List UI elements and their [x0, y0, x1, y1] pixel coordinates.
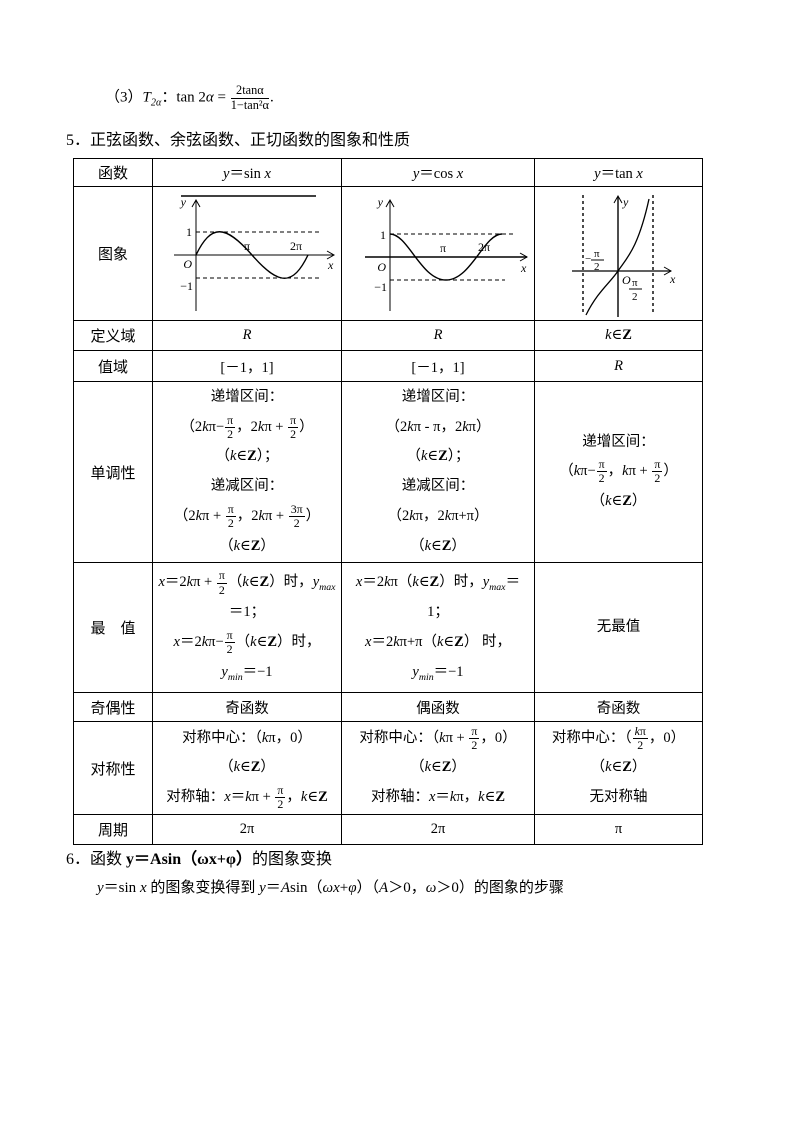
table-row-header: 函数 y＝sin x y＝cos x y＝tan x	[73, 158, 703, 187]
row-label-symmetry: 对称性	[73, 721, 153, 816]
cell-domain-tan: k∈Z	[534, 320, 703, 351]
cell-range-cos: [－1，1]	[341, 350, 535, 382]
row-label-graph: 图象	[73, 186, 153, 321]
row-label-range: 值域	[73, 350, 153, 382]
row-label-period: 周期	[73, 814, 153, 846]
table-row-monotonicity: 单调性 递增区间： （2kπ− π 2 ，2kπ + π 2） （k∈Z）； 递减区间：…	[73, 380, 703, 564]
svg-text:x: x	[520, 261, 527, 275]
table-row-extrema: 最 值 x＝2kπ + π 2 （k∈Z）时，ymax ＝1； x＝2kπ− π 2 （k…	[73, 562, 703, 694]
row-label-extrema: 最 值	[73, 562, 153, 694]
svg-text:2π: 2π	[478, 240, 490, 254]
svg-text:−: −	[585, 253, 591, 265]
cell-extrema-sin: x＝2kπ + π 2 （k∈Z）时，ymax ＝1； x＝2kπ− π 2 （k∈Z）时…	[152, 562, 342, 694]
cell-graph-sin: y 1 O −1 π 2π x	[152, 186, 342, 321]
trig-properties-table: 函数 y＝sin x y＝cos x y＝tan x 图象 y	[73, 158, 703, 846]
svg-text:x: x	[669, 272, 676, 286]
header-function-label: 函数	[73, 158, 153, 187]
svg-text:π: π	[632, 277, 638, 289]
cell-parity-sin: 奇函数	[152, 692, 342, 723]
table-row-parity: 奇偶性 奇函数 偶函数 奇函数	[73, 692, 703, 723]
header-tan: y＝tan x	[534, 158, 703, 187]
cell-symmetry-tan: 对称中心：（ kπ 2 ，0） （k∈Z） 无对称轴	[534, 721, 703, 816]
section-6-subtext: y＝sin x 的图象变换得到 y＝Asin（ωx+φ）（A＞0，ω＞0）的图象…	[97, 880, 564, 896]
row-label-domain: 定义域	[73, 320, 153, 351]
svg-text:2: 2	[594, 261, 600, 273]
formula-tan-double-angle: （3）T2α：tan 2α = 2tanα 1−tan²α.	[105, 83, 274, 112]
cell-graph-tan: y − π 2 O π 2 x	[534, 186, 703, 321]
svg-text:y: y	[377, 195, 384, 209]
cell-graph-cos: y 1 π 2π O −1 x	[341, 186, 535, 321]
cell-symmetry-sin: 对称中心：（kπ，0） （k∈Z） 对称轴：x＝kπ + π 2 ，k∈Z	[152, 721, 342, 816]
table-row-range: 值域 [－1，1] [－1，1] R	[73, 350, 703, 382]
cell-parity-cos: 偶函数	[341, 692, 535, 723]
cell-range-tan: R	[534, 350, 703, 382]
svg-text:−1: −1	[180, 279, 193, 293]
svg-text:π: π	[440, 241, 446, 255]
cell-period-sin: 2π	[152, 814, 342, 846]
header-sin: y＝sin x	[152, 158, 342, 187]
cell-monotonicity-sin: 递增区间： （2kπ− π 2 ，2kπ + π 2） （k∈Z）； 递减区间： （2k…	[152, 380, 342, 564]
cell-period-tan: π	[534, 814, 703, 846]
cell-monotonicity-tan: 递增区间： （kπ− π 2 ，kπ + π 2） （k∈Z）	[534, 380, 703, 564]
svg-text:O: O	[377, 260, 386, 274]
cell-symmetry-cos: 对称中心：（kπ + π 2 ，0） （k∈Z） 对称轴：x＝kπ，k∈Z	[341, 721, 535, 816]
cell-domain-sin: R	[152, 320, 342, 351]
svg-text:1: 1	[186, 225, 192, 239]
cell-range-sin: [－1，1]	[152, 350, 342, 382]
svg-text:π: π	[594, 248, 600, 260]
svg-text:x: x	[327, 258, 334, 272]
sin-graph: y 1 O −1 π 2π x	[174, 195, 336, 311]
cell-parity-tan: 奇函数	[534, 692, 703, 723]
row-label-parity: 奇偶性	[73, 692, 153, 723]
svg-text:O: O	[622, 273, 631, 287]
cell-period-cos: 2π	[341, 814, 535, 846]
header-cos: y＝cos x	[341, 158, 535, 187]
svg-text:−1: −1	[374, 280, 387, 294]
cos-graph: y 1 π 2π O −1 x	[365, 195, 529, 311]
tan-graph: y − π 2 O π 2 x	[571, 194, 676, 317]
cell-monotonicity-cos: 递增区间： （2kπ - π，2kπ） （k∈Z）； 递减区间： （2kπ，2k…	[341, 380, 535, 564]
table-row-symmetry: 对称性 对称中心：（kπ，0） （k∈Z） 对称轴：x＝kπ + π 2 ，k∈Z …	[73, 721, 703, 816]
row-label-monotonicity: 单调性	[73, 380, 153, 564]
svg-text:2π: 2π	[290, 239, 302, 253]
svg-text:1: 1	[380, 228, 386, 242]
svg-text:y: y	[622, 195, 629, 209]
svg-text:π: π	[244, 239, 250, 253]
section-5-heading: 5．正弦函数、余弦函数、正切函数的图象和性质	[66, 132, 411, 149]
cell-extrema-tan: 无最值	[534, 562, 703, 694]
cell-extrema-cos: x＝2kπ（k∈Z）时，ymax＝ 1； x＝2kπ+π（k∈Z） 时， ymi…	[341, 562, 535, 694]
table-row-period: 周期 2π 2π π	[73, 814, 703, 846]
table-row-domain: 定义域 R R k∈Z	[73, 320, 703, 351]
table-row-graphs: 图象 y 1 O −1 π 2π	[73, 186, 703, 321]
svg-text:y: y	[180, 195, 187, 209]
svg-text:2: 2	[632, 291, 638, 303]
section-6-heading: 6．函数 y＝Asin（ωx+φ）的图象变换	[66, 851, 332, 868]
svg-text:O: O	[183, 257, 192, 271]
cell-domain-cos: R	[341, 320, 535, 351]
